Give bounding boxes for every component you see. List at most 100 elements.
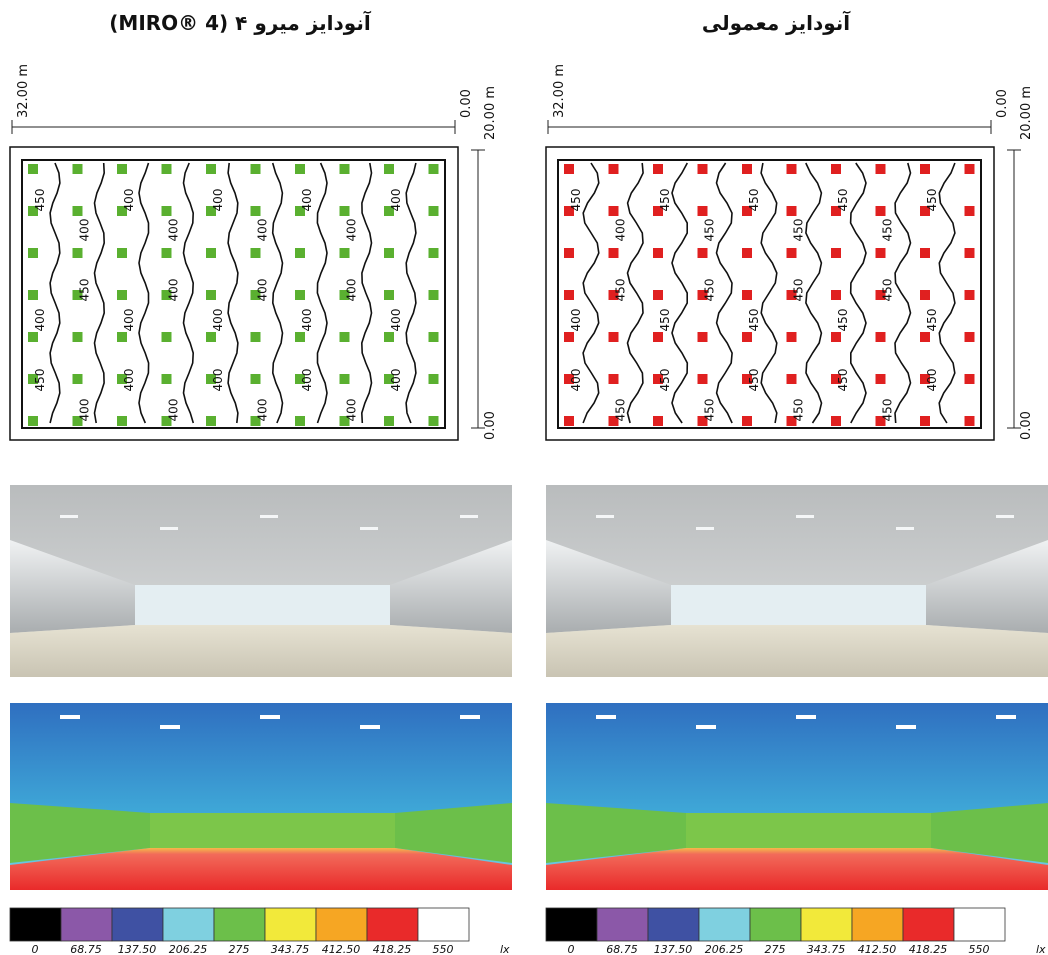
luminaire	[653, 290, 663, 300]
legend-swatch	[163, 908, 214, 941]
legend-label: 0	[32, 943, 39, 955]
legend-swatch	[801, 908, 852, 941]
floor	[10, 625, 512, 677]
luminaire	[653, 164, 663, 174]
contour-label: 400	[211, 309, 225, 332]
luminaire	[609, 332, 619, 342]
luminaire	[429, 332, 439, 342]
contour-label: 450	[658, 369, 672, 392]
luminaire	[340, 332, 350, 342]
luminaire	[564, 332, 574, 342]
fc-light	[160, 725, 180, 729]
fc-light	[60, 715, 80, 719]
luminaire	[117, 416, 127, 426]
contour-label: 450	[925, 309, 939, 332]
legend-swatch	[699, 908, 750, 941]
luminaire	[698, 206, 708, 216]
luminaire	[206, 290, 216, 300]
luminaire	[698, 164, 708, 174]
luminaire	[206, 332, 216, 342]
page: {"panels": [ {"title": "آنودایز میرو ۴ (…	[0, 0, 1048, 955]
luminaire	[295, 248, 305, 258]
luminaire	[28, 164, 38, 174]
legend-label: 418.25	[909, 943, 948, 955]
contour-label: 450	[614, 399, 628, 422]
luminaire	[831, 248, 841, 258]
contour-label: 450	[792, 279, 806, 302]
height-zero: 0.00	[1019, 411, 1034, 440]
luminaire	[965, 164, 975, 174]
luminaire	[429, 164, 439, 174]
legend-label: 550	[969, 943, 990, 955]
luminaire	[340, 248, 350, 258]
contour-label: 400	[211, 189, 225, 212]
luminaire	[876, 332, 886, 342]
contour-label: 450	[747, 309, 761, 332]
contour-label: 400	[122, 189, 136, 212]
contour-label: 400	[78, 399, 92, 422]
luminaire	[564, 290, 574, 300]
luminaire	[384, 416, 394, 426]
luminaire	[340, 164, 350, 174]
contour-label: 450	[658, 189, 672, 212]
ceiling-light	[796, 515, 814, 518]
luminaire	[162, 164, 172, 174]
fc-light	[260, 715, 280, 719]
fc-back-wall	[150, 813, 395, 848]
contour-label: 450	[881, 399, 895, 422]
luminaire	[609, 374, 619, 384]
luminaire	[787, 332, 797, 342]
luminaire	[920, 332, 930, 342]
luminaire	[384, 332, 394, 342]
luminaire	[162, 206, 172, 216]
ceiling-light	[696, 527, 714, 530]
contour-label: 400	[345, 219, 359, 242]
render-photo	[10, 485, 512, 677]
legend-label: 0	[568, 943, 575, 955]
luminaire	[162, 248, 172, 258]
contour-label: 450	[836, 309, 850, 332]
contour-label: 400	[211, 369, 225, 392]
contour-label: 400	[569, 309, 583, 332]
luminaire	[698, 374, 708, 384]
luminaire	[831, 416, 841, 426]
luminaire	[295, 416, 305, 426]
floor	[546, 625, 1048, 677]
back-wall	[135, 585, 390, 625]
contour-label: 400	[122, 369, 136, 392]
render-false-color	[10, 703, 512, 890]
luminaire	[609, 164, 619, 174]
legend-swatch	[852, 908, 903, 941]
contour-label: 400	[569, 369, 583, 392]
render-photo	[546, 485, 1048, 677]
ceiling-light	[596, 515, 614, 518]
luminaire	[965, 332, 975, 342]
contour-label: 400	[256, 219, 270, 242]
width-label: 32.00 m	[16, 64, 31, 118]
contour-label: 450	[658, 309, 672, 332]
width-zero: 0.00	[459, 89, 474, 118]
legend-swatch	[316, 908, 367, 941]
contour-label: 450	[881, 279, 895, 302]
luminaire	[920, 290, 930, 300]
legend-label: 137.50	[654, 943, 693, 955]
luminaire	[564, 248, 574, 258]
legend-label: 343.75	[271, 943, 310, 955]
luminaire	[698, 248, 708, 258]
ceiling-light	[996, 515, 1014, 518]
contour-label: 450	[703, 219, 717, 242]
legend-swatch	[112, 908, 163, 941]
luminaire	[251, 206, 261, 216]
luminaire	[742, 248, 752, 258]
luminaire	[295, 290, 305, 300]
luminaire	[206, 164, 216, 174]
luminaire	[295, 164, 305, 174]
fc-light	[596, 715, 616, 719]
contour-label: 450	[33, 369, 47, 392]
legend-swatch	[648, 908, 699, 941]
contour-label: 400	[167, 219, 181, 242]
ceiling-light	[160, 527, 178, 530]
luminaire	[429, 206, 439, 216]
legend-label: 412.50	[322, 943, 361, 955]
